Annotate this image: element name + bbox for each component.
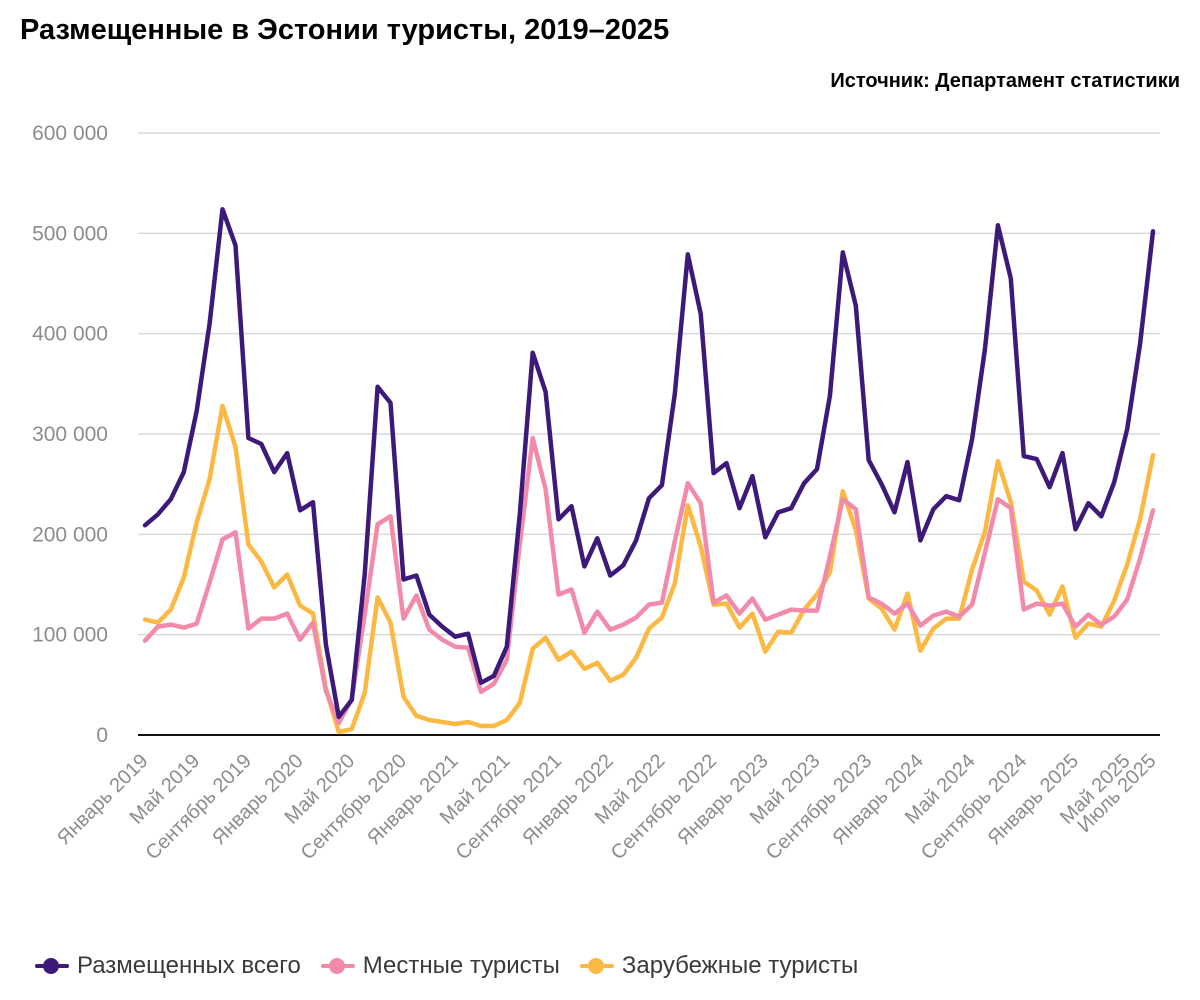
source-note: Источник: Департамент статистики xyxy=(830,70,1180,92)
legend-label: Местные туристы xyxy=(362,952,560,979)
y-tick-label: 500 000 xyxy=(32,222,108,245)
y-tick-label: 300 000 xyxy=(32,423,108,446)
legend-marker-icon xyxy=(35,956,69,976)
legend-marker-icon xyxy=(320,956,355,976)
legend-marker-icon xyxy=(579,956,614,976)
series-line-2 xyxy=(142,403,1156,735)
legend-label: Зарубежные туристы xyxy=(621,952,859,979)
series-lines xyxy=(142,207,1156,735)
series-line-0 xyxy=(142,207,1156,720)
legend-label: Размещенных всего xyxy=(77,952,301,979)
series-line-1 xyxy=(142,435,1156,726)
legend-item-1: Местные туристы xyxy=(320,952,560,980)
y-axis-ticks: 0 100 000 200 000 300 000 400 000 500 000 600 … xyxy=(32,122,108,747)
legend-item-0: Размещенных всего xyxy=(35,952,301,980)
chart-title: Размещенные в Эстонии туристы, 2019–2025 xyxy=(20,14,670,46)
y-tick-label: 600 000 xyxy=(32,122,108,145)
y-tick-label: 0 xyxy=(96,724,108,747)
y-tick-label: 200 000 xyxy=(32,523,108,546)
legend: Размещенных всего Местные туристы Зарубежн… xyxy=(35,952,858,980)
grid-lines xyxy=(138,132,1160,736)
legend-item-2: Зарубежные туристы xyxy=(579,952,859,980)
y-tick-label: 100 000 xyxy=(32,624,108,647)
y-tick-label: 400 000 xyxy=(32,323,108,346)
